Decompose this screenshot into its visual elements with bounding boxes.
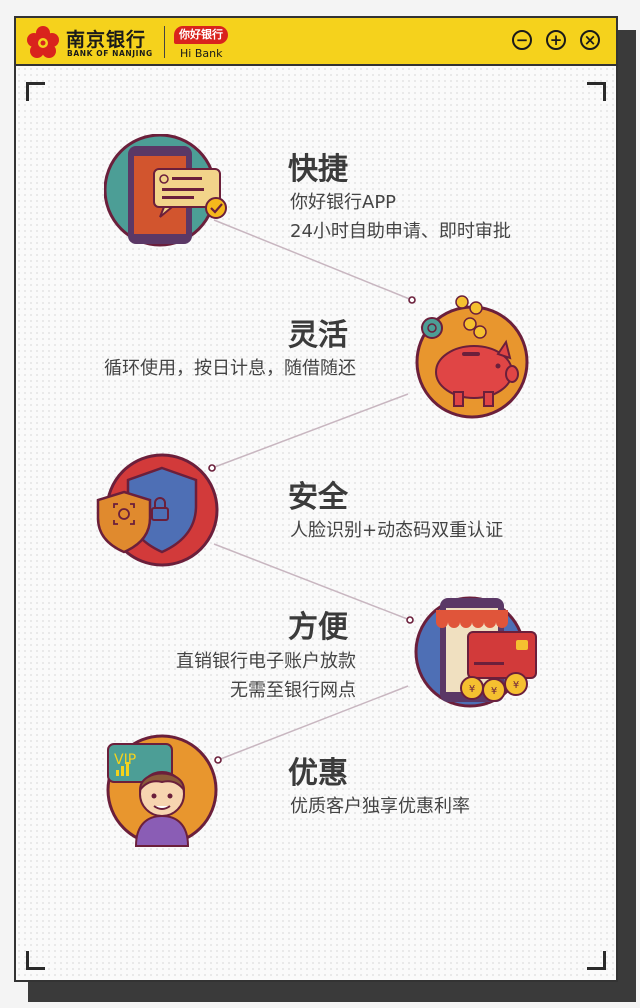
- feature-desc-convenient: 直销银行电子账户放款 无需至银行网点: [46, 647, 356, 705]
- app-name: Hi Bank: [180, 47, 223, 60]
- maximize-button[interactable]: +: [546, 30, 566, 50]
- feature-title-convenient: 方便: [288, 610, 348, 645]
- feature-desc-discount: 优质客户独享优惠利率: [290, 792, 470, 821]
- feature-desc-line: 直销银行电子账户放款: [176, 651, 356, 672]
- svg-text:¥: ¥: [491, 686, 497, 697]
- feature-desc-line: 你好银行APP: [290, 192, 397, 213]
- shield-icon: [96, 453, 219, 567]
- title-bar[interactable]: 南京银行 BANK OF NANJING 你好银行 Hi Bank − + ×: [16, 18, 616, 66]
- feature-title-flexible: 灵活: [288, 318, 348, 353]
- minimize-button[interactable]: −: [512, 30, 532, 50]
- feature-desc-line: 循环使用，按日计息，随借随还: [104, 358, 356, 379]
- feature-desc-line: 24小时自助申请、即时审批: [290, 221, 511, 242]
- app-badge: 你好银行: [174, 26, 228, 44]
- piggy-bank-icon: [415, 295, 529, 419]
- vip-user-icon: VIP: [106, 734, 218, 847]
- svg-text:¥: ¥: [513, 680, 519, 691]
- feature-desc-line: 人脸识别+动态码双重认证: [290, 520, 504, 541]
- frame-corner-bottom-left: [26, 951, 45, 970]
- connector-lines: [208, 219, 416, 764]
- feature-title-secure: 安全: [288, 480, 348, 515]
- frame-corner-top-right: [587, 82, 606, 101]
- feature-title-discount: 优惠: [288, 756, 348, 791]
- feature-desc-line: 优质客户独享优惠利率: [290, 796, 470, 817]
- app-window: 南京银行 BANK OF NANJING 你好银行 Hi Bank − + ×: [14, 16, 618, 982]
- logo-divider: [164, 26, 165, 58]
- feature-desc-flexible: 循环使用，按日计息，随借随还: [46, 354, 356, 383]
- phone-message-icon: [104, 134, 227, 247]
- bank-logo-icon: [27, 26, 59, 58]
- svg-text:¥: ¥: [469, 684, 475, 695]
- bank-name-en: BANK OF NANJING: [67, 49, 153, 58]
- vip-label: VIP: [114, 752, 136, 768]
- bank-name-cn: 南京银行: [66, 29, 147, 51]
- feature-desc-line: 无需至银行网点: [230, 680, 356, 701]
- mobile-card-icon: ¥ ¥ ¥: [414, 596, 537, 708]
- frame-corner-top-left: [26, 82, 45, 101]
- feature-desc-fast: 你好银行APP 24小时自助申请、即时审批: [290, 188, 511, 246]
- feature-title-fast: 快捷: [288, 152, 348, 187]
- close-button[interactable]: ×: [580, 30, 600, 50]
- feature-desc-secure: 人脸识别+动态码双重认证: [290, 516, 503, 545]
- frame-corner-bottom-right: [587, 951, 606, 970]
